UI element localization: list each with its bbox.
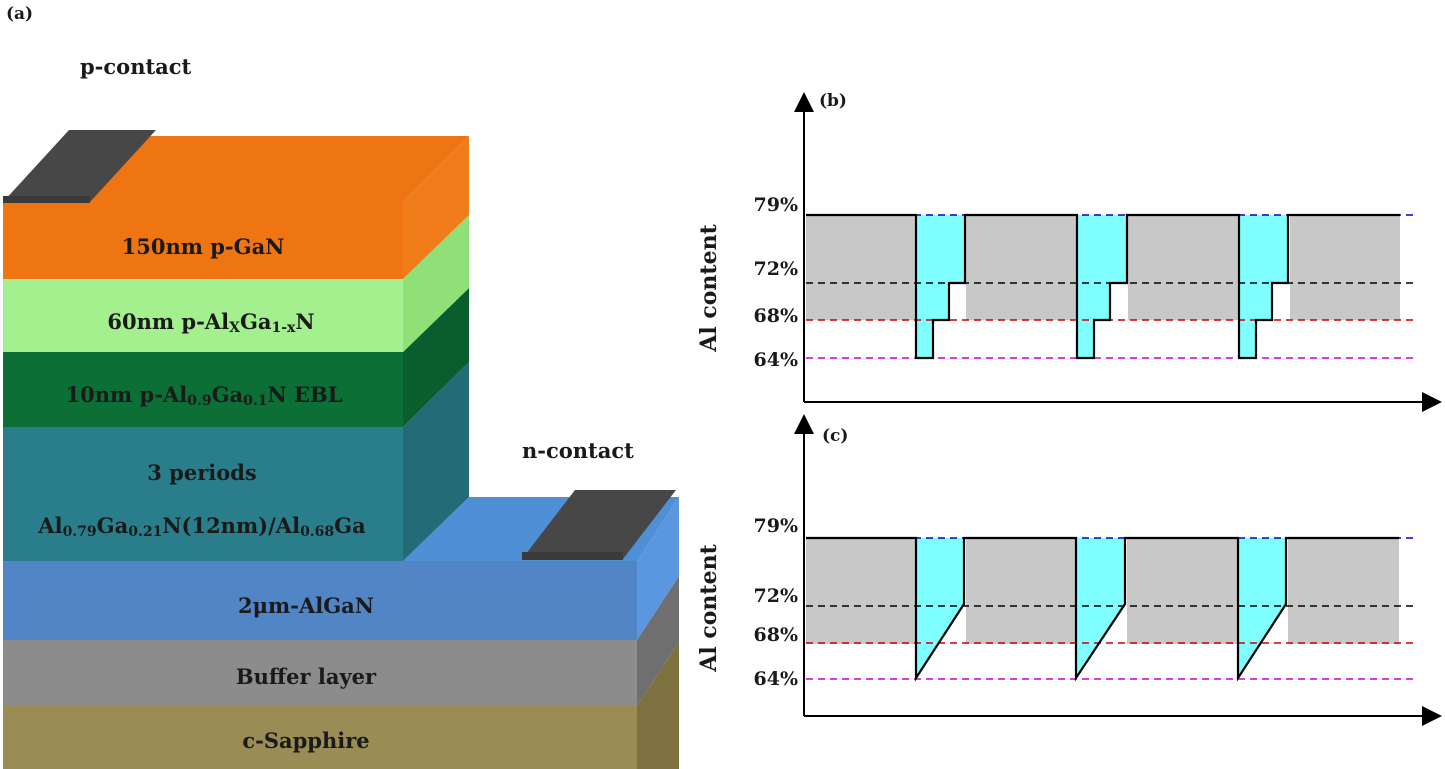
panel-c-tick-79: 79%: [754, 515, 799, 537]
layer-sapphire-side: [637, 642, 679, 769]
p-contact-pad-front: [3, 196, 90, 203]
barrier-block: [806, 215, 916, 320]
layer-label-mqw-line1: 3 periods: [147, 460, 257, 485]
barrier-block: [1290, 215, 1400, 320]
barrier-block: [966, 538, 1077, 644]
barrier-block: [1288, 538, 1399, 644]
quantum-well: [1238, 538, 1286, 678]
panel-c-y-label: Al content: [696, 543, 722, 672]
layer-label-pgan: 150nm p-GaN: [122, 234, 285, 259]
layer-label-buffer: Buffer layer: [236, 664, 377, 689]
panel-b-label: (b): [819, 91, 847, 111]
p-contact-label: p-contact: [80, 54, 192, 79]
quantum-well: [916, 215, 965, 358]
quantum-well: [1239, 215, 1288, 358]
layer-mqw-front: [3, 427, 403, 561]
panel-b-tick-72: 72%: [754, 258, 799, 280]
n-contact-pad-front: [522, 552, 623, 560]
layer-buffer-front: [3, 640, 637, 706]
layer-buffer-side: [637, 576, 679, 706]
barrier-block: [966, 215, 1077, 320]
panel-a-label: (a): [6, 4, 33, 24]
layer-label-algan: 2μm-AlGaN: [238, 593, 374, 618]
layer-label-ebl: 10nm p-Al0.9Ga0.1N EBL: [66, 382, 343, 409]
panel-c-tick-64: 64%: [754, 668, 799, 690]
p-contact-pad-top: [3, 130, 156, 202]
barrier-block: [1128, 215, 1240, 320]
panel-c-tick-72: 72%: [754, 585, 799, 607]
n-contact-label: n-contact: [522, 438, 634, 463]
panel-b: (b) Al content 79% 72% 68% 64%: [696, 91, 1442, 412]
barrier-block: [806, 538, 916, 644]
layer-palgan-side: [403, 215, 469, 352]
layer-mqw-side: [403, 362, 469, 561]
panel-b-tick-79: 79%: [754, 194, 799, 216]
device-stack: [3, 130, 679, 769]
layer-sapphire-front: [3, 706, 637, 769]
panel-b-y-label: Al content: [696, 223, 722, 352]
n-contact-pad-top: [522, 490, 676, 559]
quantum-well: [1077, 215, 1127, 358]
panel-b-tick-68: 68%: [754, 305, 799, 327]
layer-algan-side: [637, 497, 679, 640]
layer-pgan-side: [403, 136, 469, 279]
barrier-block: [1127, 538, 1238, 644]
profile-outline: [806, 536, 1399, 682]
layer-label-palgan: 60nm p-AlXGa1-xN: [107, 309, 314, 336]
quantum-well: [916, 538, 964, 678]
layer-label-mqw-line2: Al0.79Ga0.21N(12nm)/Al0.68Ga: [37, 513, 366, 540]
layer-pgan-front: [3, 202, 403, 279]
profile-outline: [806, 213, 1400, 360]
panel-c-tick-68: 68%: [754, 624, 799, 646]
panel-c: (c) Al content 79% 72% 68% 64%: [696, 414, 1442, 726]
layer-algan-front: [3, 561, 637, 640]
layer-ebl-side: [403, 288, 469, 427]
layer-ebl-front: [3, 352, 403, 427]
panel-c-label: (c): [822, 426, 848, 446]
layer-palgan-front: [3, 279, 403, 352]
layer-label-sapphire: c-Sapphire: [242, 728, 369, 753]
quantum-well: [1076, 538, 1125, 678]
panel-b-tick-64: 64%: [754, 349, 799, 371]
